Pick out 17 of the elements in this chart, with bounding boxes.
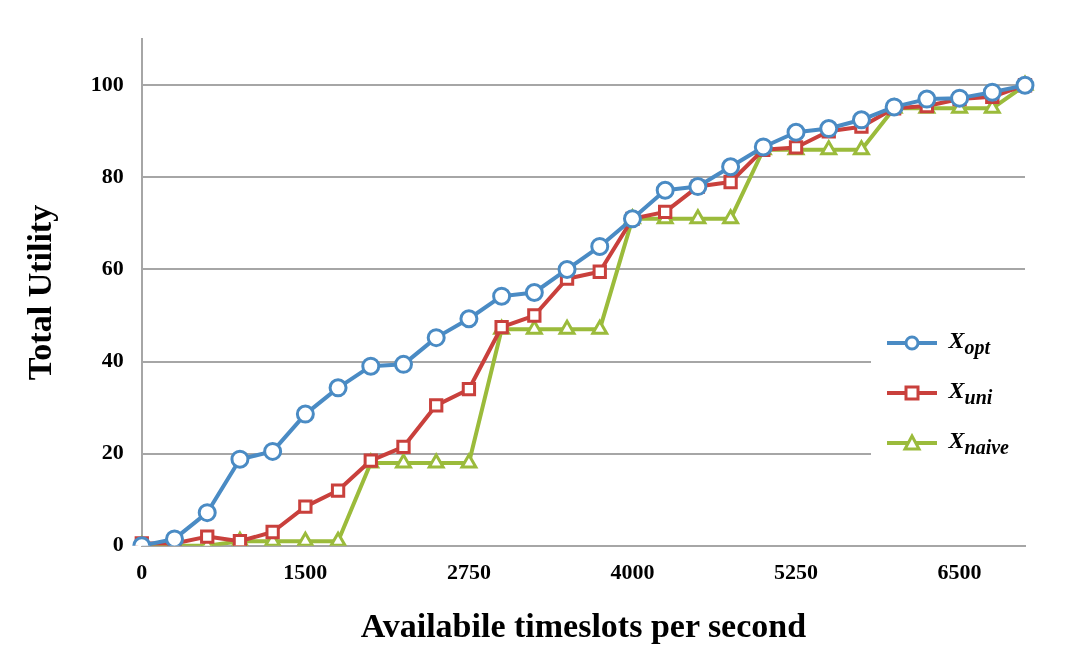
x-tick-label: 4000 [610, 558, 655, 584]
y-tick-label: 20 [101, 439, 124, 465]
x-axis-title: Availabile timeslots per second [360, 607, 807, 645]
y-tick-label: 80 [101, 163, 124, 189]
y-tick-label: 60 [101, 255, 124, 281]
y-tick-label: 0 [112, 531, 124, 557]
y-axis-title: Total Utility [21, 204, 59, 381]
legend-label: X$_{naive}$ [948, 427, 1009, 459]
legend-label: X$_{opt}$ [948, 327, 991, 359]
y-tick-label: 100 [90, 70, 124, 96]
x-tick-label: 5250 [774, 558, 819, 584]
x-tick-label: 0 [136, 558, 148, 584]
legend-label: X$_{uni}$ [948, 377, 993, 409]
x-tick-label: 6500 [937, 558, 982, 584]
x-tick-label: 1500 [283, 558, 328, 584]
x-tick-label: 2750 [446, 558, 491, 584]
y-tick-label: 40 [101, 347, 124, 373]
